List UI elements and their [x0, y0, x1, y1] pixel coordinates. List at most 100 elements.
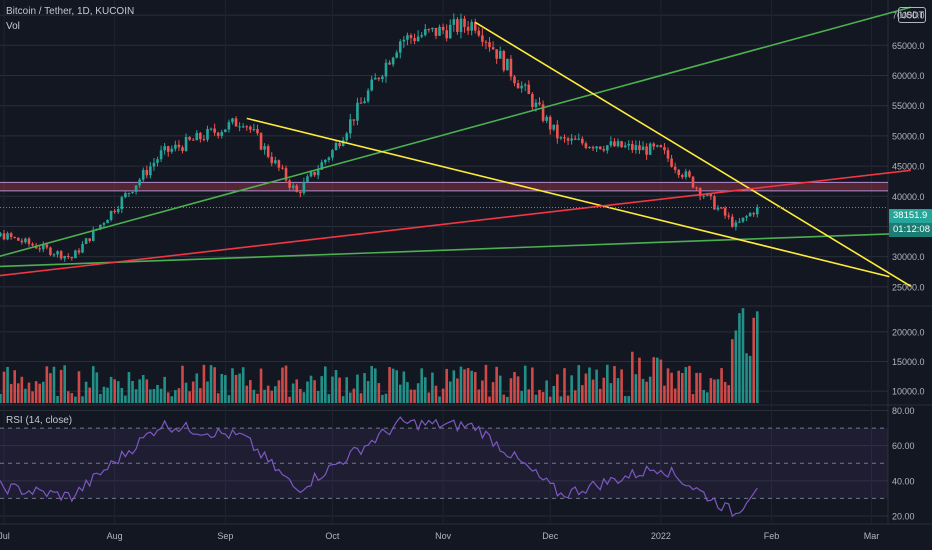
volume-bar [66, 391, 70, 403]
volume-bar [648, 376, 652, 403]
volume-bar [631, 351, 634, 403]
volume-bar [716, 379, 720, 403]
candle-body [384, 62, 388, 77]
candle-body [498, 50, 502, 59]
volume-bar [427, 392, 431, 403]
candle-body [456, 19, 459, 32]
candle-body [134, 185, 138, 192]
candle-body [0, 233, 2, 236]
volume-bar [24, 388, 27, 403]
candle-body [120, 197, 124, 210]
volume-bar [31, 391, 34, 403]
candle-body [220, 132, 224, 136]
volume-bar [734, 330, 738, 403]
candle-body [623, 145, 627, 148]
candle-body [63, 256, 66, 259]
candle-body [563, 137, 566, 139]
volume-bar [730, 339, 734, 403]
volume-bar [291, 383, 295, 403]
volume-bar [445, 368, 448, 403]
volume-bar [41, 381, 45, 403]
volume-bar [174, 390, 177, 403]
volume-bar [566, 395, 570, 403]
volume-tick-label: 20000.0 [892, 327, 925, 337]
candle-body [191, 139, 195, 141]
volume-bar [531, 367, 534, 403]
volume-bar [638, 357, 641, 403]
candle-body [427, 29, 431, 31]
volume-bar [456, 378, 459, 403]
candle-body [320, 162, 324, 170]
price-tick-label: 55000.0 [892, 101, 925, 111]
volume-bar [256, 393, 259, 403]
volume-bar [16, 383, 20, 403]
volume-bar [27, 382, 31, 403]
volume-bar [409, 389, 413, 403]
candle-body [606, 145, 609, 151]
price-tick-label: 40000.0 [892, 192, 925, 202]
currency-button[interactable]: USDT [898, 7, 926, 23]
volume-bar [152, 389, 156, 403]
volume-bar [284, 365, 288, 403]
volume-bar [641, 378, 645, 403]
volume-bar [573, 390, 577, 403]
volume-bar [306, 381, 309, 403]
candle-body [577, 138, 581, 140]
volume-bar [413, 389, 416, 403]
volume-bar [270, 390, 274, 403]
volume-bar [720, 368, 723, 403]
candle-body [363, 101, 366, 104]
candle-body [645, 146, 648, 155]
volume-bar [502, 394, 506, 403]
candle-body [581, 138, 584, 144]
volume-bar [120, 387, 124, 403]
volume-bar [495, 366, 498, 403]
price-tick-label: 70000.0 [892, 11, 925, 21]
candle-body [49, 247, 52, 255]
volume-bar [338, 377, 341, 403]
price-tick-label: 25000.0 [892, 282, 925, 292]
time-tick-label: Mar [864, 531, 880, 541]
candle-body [213, 128, 216, 133]
candle-body [541, 104, 545, 121]
volume-bar [459, 366, 463, 403]
candle-body [502, 50, 506, 71]
last-price-tag: 38151.9 [889, 209, 932, 223]
candle-body [420, 35, 423, 37]
volume-bar [327, 394, 331, 403]
volume-bar [302, 392, 306, 403]
volume-bar [84, 381, 88, 403]
volume-bar [498, 375, 502, 403]
candle-body [309, 171, 313, 177]
volume-bar [463, 369, 466, 403]
candle-body [695, 187, 698, 189]
rsi-tick-label: 20.00 [892, 511, 915, 521]
rsi-tick-label: 40.00 [892, 476, 915, 486]
volume-bar [559, 396, 563, 403]
time-tick-label: Jul [0, 531, 10, 541]
candle-body [45, 244, 49, 248]
candle-body [559, 137, 563, 139]
volume-bar [313, 380, 316, 403]
candle-body [266, 146, 270, 157]
volume-bar [381, 394, 384, 403]
volume-bar [88, 387, 91, 403]
volume-bar [116, 381, 120, 403]
volume-bar [9, 383, 13, 403]
candle-body [181, 147, 184, 151]
volume-bar [534, 394, 538, 403]
volume-bar [484, 364, 488, 403]
volume-bar [652, 357, 656, 403]
candle-body [184, 137, 188, 151]
candle-body [545, 116, 548, 121]
candle-body [238, 126, 241, 128]
volume-bar [431, 372, 434, 403]
volume-bar [138, 379, 141, 403]
candle-body [109, 210, 113, 220]
volume-bar [688, 365, 691, 403]
candle-body [259, 133, 263, 150]
candle-body [163, 146, 166, 151]
candle-body [652, 143, 656, 147]
candle-body [395, 52, 398, 58]
